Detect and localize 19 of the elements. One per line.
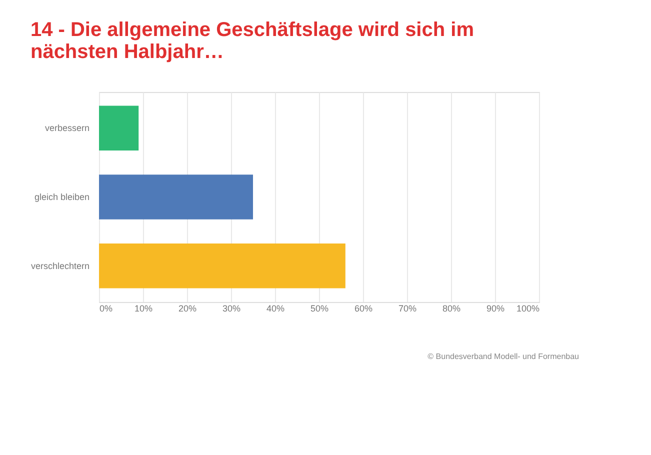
- bar: [99, 106, 139, 151]
- x-tick-label: 20%: [178, 304, 197, 314]
- text: © Bundesverband Modell- und Formenbau: [428, 352, 579, 361]
- y-tick-label: verschlechtern: [30, 260, 90, 271]
- x-tick-label: 50%: [310, 304, 329, 314]
- y-tick-label: verbessern: [44, 123, 90, 134]
- chart-title: 14 - Die allgemeine Geschäftslage wird sich im nächsten Halbjahr…: [30, 19, 474, 63]
- bar: [99, 174, 253, 220]
- x-tick-label: 80%: [442, 304, 461, 314]
- bar: [99, 243, 346, 288]
- x-tick-label: 40%: [266, 304, 285, 314]
- x-tick-label: 0%: [100, 304, 113, 314]
- x-tick-label: 60%: [354, 304, 373, 314]
- y-tick-label: gleich bleiben: [34, 192, 90, 202]
- x-tick-label: 100%: [516, 304, 540, 314]
- x-tick-label: 30%: [222, 304, 241, 314]
- x-tick-label: 10%: [134, 304, 153, 314]
- x-tick-label: 90%: [486, 304, 505, 314]
- x-tick-label: 70%: [398, 304, 417, 314]
